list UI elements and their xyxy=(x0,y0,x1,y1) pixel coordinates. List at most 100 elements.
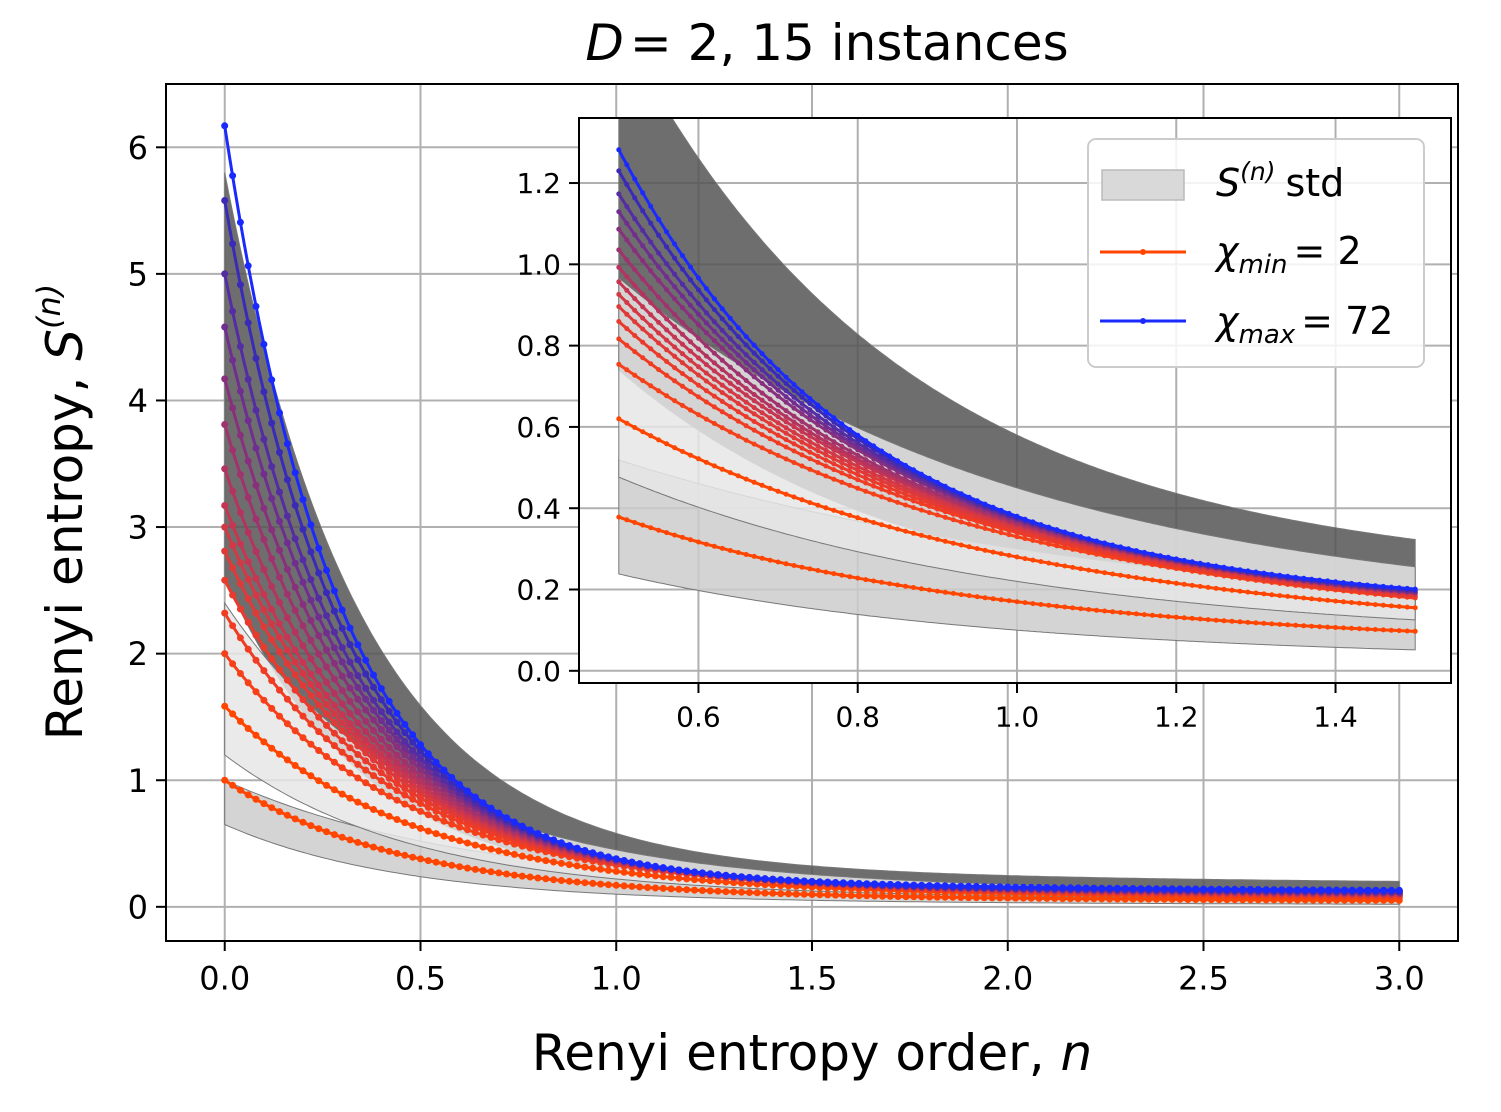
inset-point-chi_1 xyxy=(1006,598,1012,604)
inset-y-tick-label: 1.2 xyxy=(516,167,561,200)
main-point-chi_14 xyxy=(252,354,260,362)
main-point-chi_15 xyxy=(1301,886,1309,894)
inset-point-chi_4 xyxy=(791,448,797,454)
inset-point-chi_15 xyxy=(1412,586,1418,592)
inset-point-chi_1 xyxy=(1349,625,1354,631)
main-point-chi_3 xyxy=(315,747,323,754)
main-point-chi_9 xyxy=(299,642,307,650)
inset-point-chi_10 xyxy=(648,285,654,291)
main-point-chi_2 xyxy=(526,854,534,862)
main-point-chi_11 xyxy=(221,375,229,383)
main-point-chi_15 xyxy=(565,842,573,850)
inset-point-chi_2 xyxy=(1173,580,1179,586)
main-point-chi_6 xyxy=(291,671,299,679)
inset-point-chi_1 xyxy=(1070,605,1076,611)
main-point-chi_10 xyxy=(432,784,440,792)
inset-point-chi_4 xyxy=(672,378,678,384)
inset-point-chi_14 xyxy=(688,277,693,283)
inset-point-chi_9 xyxy=(672,324,678,330)
inset-point-chi_5 xyxy=(735,409,741,415)
inset-point-chi_2 xyxy=(759,482,765,488)
main-point-chi_1 xyxy=(362,841,370,849)
legend-std-label: S(n) std xyxy=(1216,157,1344,205)
main-point-chi_15 xyxy=(346,624,354,632)
inset-point-chi_4 xyxy=(767,436,773,442)
inset-point-chi_3 xyxy=(958,519,964,525)
main-point-chi_10 xyxy=(299,622,307,630)
inset-point-chi_15 xyxy=(1014,513,1020,519)
main-point-chi_8 xyxy=(244,558,252,566)
inset-point-chi_5 xyxy=(871,479,877,485)
inset-point-chi_2 xyxy=(1372,602,1378,608)
inset-point-chi_2 xyxy=(1189,582,1195,588)
main-point-chi_2 xyxy=(495,847,503,855)
inset-point-chi_8 xyxy=(759,403,765,409)
inset-point-chi_2 xyxy=(879,522,885,528)
main-point-chi_3 xyxy=(370,784,377,791)
inset-point-chi_10 xyxy=(807,424,813,430)
inset-point-chi_2 xyxy=(1221,586,1227,592)
inset-point-chi_11 xyxy=(719,345,725,351)
main-series-lines xyxy=(221,122,1403,904)
inset-point-chi_5 xyxy=(632,333,638,338)
main-point-chi_11 xyxy=(417,765,424,773)
inset-point-chi_8 xyxy=(632,296,638,302)
inset-point-chi_4 xyxy=(879,486,885,492)
main-point-chi_4 xyxy=(417,800,424,807)
inset-point-chi_3 xyxy=(632,372,638,378)
inset-point-chi_15 xyxy=(751,342,757,348)
main-point-chi_12 xyxy=(370,706,377,714)
inset-point-chi_15 xyxy=(759,351,765,357)
inset-point-chi_6 xyxy=(711,384,717,390)
main-point-chi_14 xyxy=(393,718,401,726)
inset-point-chi_1 xyxy=(735,550,741,555)
inset-point-chi_5 xyxy=(719,399,725,404)
inset-point-chi_2 xyxy=(958,542,964,548)
inset-point-chi_6 xyxy=(751,411,757,417)
main-point-chi_2 xyxy=(268,744,276,752)
inset-point-chi_5 xyxy=(903,491,908,497)
inset-point-chi_1 xyxy=(1014,599,1020,605)
inset-point-chi_5 xyxy=(696,382,701,388)
inset-point-chi_10 xyxy=(711,350,717,356)
main-point-chi_11 xyxy=(346,684,354,692)
inset-point-chi_7 xyxy=(711,376,717,382)
inset-point-chi_1 xyxy=(775,559,781,565)
main-point-chi_2 xyxy=(550,858,558,866)
main-point-chi_12 xyxy=(409,752,417,760)
main-point-chi_3 xyxy=(471,829,479,836)
inset-point-chi_5 xyxy=(863,475,869,481)
inset-point-chi_3 xyxy=(839,479,845,485)
main-point-chi_13 xyxy=(244,375,252,383)
main-point-chi_12 xyxy=(221,323,229,331)
main-point-chi_10 xyxy=(409,765,417,773)
main-point-chi_10 xyxy=(370,727,377,734)
inset-point-chi_1 xyxy=(751,553,757,559)
inset-point-chi_1 xyxy=(783,561,789,567)
inset-point-chi_2 xyxy=(735,473,741,479)
main-y-tick-label: 2 xyxy=(128,635,148,673)
main-point-chi_1 xyxy=(604,881,612,889)
inset-point-chi_10 xyxy=(656,294,662,300)
inset-point-chi_3 xyxy=(640,378,646,384)
inset-point-chi_9 xyxy=(759,397,765,403)
main-point-chi_10 xyxy=(291,607,299,614)
main-y-tick-label: 5 xyxy=(128,255,148,293)
main-point-chi_8 xyxy=(385,758,393,766)
inset-point-chi_1 xyxy=(1038,602,1044,607)
inset-point-chi_10 xyxy=(616,247,622,253)
inset-point-chi_3 xyxy=(696,412,701,418)
inset-point-chi_2 xyxy=(990,549,996,555)
main-point-chi_4 xyxy=(393,787,401,794)
main-point-chi_10 xyxy=(260,536,268,544)
inset-x-tick-label: 1.0 xyxy=(995,701,1040,734)
main-point-chi_13 xyxy=(346,658,354,666)
inset-point-chi_2 xyxy=(711,463,717,469)
main-point-chi_15 xyxy=(1184,885,1192,893)
main-point-chi_5 xyxy=(260,643,268,651)
main-point-chi_1 xyxy=(785,890,792,898)
main-point-chi_15 xyxy=(1200,885,1207,893)
inset-point-chi_15 xyxy=(1356,581,1362,587)
main-point-chi_1 xyxy=(769,889,777,897)
inset-point-chi_9 xyxy=(807,429,813,435)
